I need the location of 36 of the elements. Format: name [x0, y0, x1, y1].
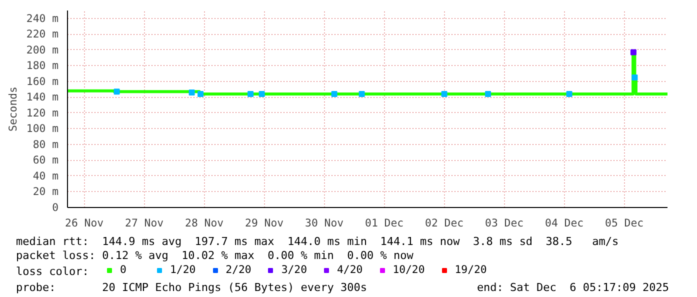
x-tick-label: 30 Nov — [305, 216, 344, 230]
y-tick-label: 0 — [52, 201, 59, 214]
legend-label: 3/20 — [281, 263, 308, 276]
legend-label: 1/20 — [170, 263, 196, 276]
legend-label: 10/20 — [392, 263, 425, 276]
y-tick-label: 220 m — [26, 28, 58, 41]
legend-label: 2/20 — [226, 263, 252, 276]
text: packet loss: 0.12 % avg 10.02 % max 0.00 % min 0.00 % now — [16, 249, 414, 263]
y-tick-label: 160 m — [26, 74, 58, 88]
x-tick-label: 02 Dec — [425, 216, 464, 230]
x-tick-label: 05 Dec — [605, 216, 644, 230]
text: probe: 20 ICMP Echo Pings (56 Bytes) every 300s — [16, 281, 367, 295]
y-tick-label: 200 m — [26, 43, 58, 56]
legend-label: 0 — [120, 263, 128, 276]
legend-label: 4/20 — [337, 263, 363, 276]
y-tick-label: 80 m — [32, 138, 59, 151]
x-tick-label: 28 Nov — [185, 216, 224, 230]
y-tick-label: 240 m — [26, 12, 58, 25]
y-axis-title: Seconds — [6, 86, 20, 132]
x-tick-label: 04 Dec — [545, 216, 584, 230]
x-tick-label: 27 Nov — [125, 216, 164, 230]
y-tick-label: 60 m — [32, 154, 59, 167]
x-tick-label: 03 Dec — [485, 216, 524, 230]
y-tick-label: 120 m — [26, 106, 58, 120]
x-tick-label: 29 Nov — [245, 216, 284, 230]
y-tick-label: 100 m — [26, 122, 58, 136]
text: median rtt: 144.9 ms avg 197.7 ms max 144.0 ms min 144.1 ms now 3.8 ms sd 38.5 am/s — [16, 235, 619, 249]
y-tick-label: 180 m — [26, 59, 58, 72]
x-tick-label: 26 Nov — [65, 216, 104, 230]
text: end: Sat Dec 6 05:17:09 2025 — [476, 281, 669, 295]
y-tick-label: 140 m — [26, 90, 58, 104]
x-tick-label: 01 Dec — [365, 216, 404, 230]
legend-title: loss color: — [15, 265, 89, 279]
y-tick-label: 40 m — [32, 169, 59, 182]
y-tick-label: 20 m — [32, 185, 59, 198]
legend-label: 19/20 — [454, 263, 487, 276]
